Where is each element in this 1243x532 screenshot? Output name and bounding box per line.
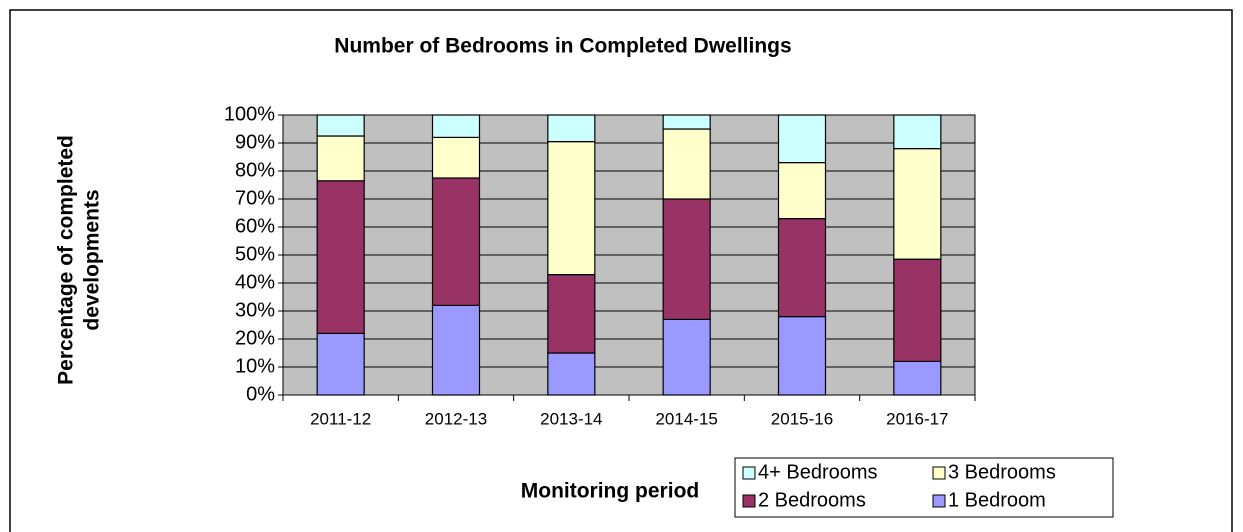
y-tick-label: 70% xyxy=(235,187,275,209)
bar-segment xyxy=(316,114,365,137)
bar-segment xyxy=(662,114,711,130)
y-tick-label: 90% xyxy=(235,131,275,153)
legend-box xyxy=(734,457,1114,518)
legend-label: 2 Bedrooms xyxy=(758,489,866,511)
x-tick-label: 2013-14 xyxy=(540,409,602,428)
y-tick-label: 40% xyxy=(235,271,275,293)
bar-segment xyxy=(431,114,481,138)
x-tick-label: 2011-12 xyxy=(310,409,371,428)
y-axis-label-line: Percentage of completed xyxy=(55,135,78,385)
bar-segment xyxy=(893,148,942,260)
bar-segment xyxy=(316,135,365,182)
x-axis-label: Monitoring period xyxy=(521,480,699,503)
bar-segment xyxy=(777,218,827,318)
y-axis-label: Percentage of completed developments xyxy=(55,135,104,385)
y-tick-label: 0% xyxy=(246,383,275,405)
bar-segment xyxy=(893,258,942,363)
bar-segment xyxy=(777,114,827,164)
bar-segment xyxy=(662,198,711,321)
x-tick-label: 2012-13 xyxy=(425,409,487,428)
y-tick-label: 60% xyxy=(235,215,275,237)
legend-swatch xyxy=(742,466,756,480)
chart-title: Number of Bedrooms in Completed Dwelling… xyxy=(334,35,791,58)
y-tick-label: 30% xyxy=(235,299,275,321)
y-axis-label-line: developments xyxy=(81,189,104,330)
bar-segment xyxy=(316,180,365,335)
bar-segment xyxy=(547,274,596,354)
legend-swatch xyxy=(742,494,756,508)
bar-segment xyxy=(431,136,481,179)
legend-swatch xyxy=(932,494,946,508)
bar-segment xyxy=(777,316,827,396)
legend-swatch xyxy=(932,466,946,480)
legend-label: 1 Bedroom xyxy=(948,489,1046,511)
bar-segment xyxy=(547,352,596,396)
bar-segment xyxy=(777,162,827,220)
bar-segment xyxy=(431,177,481,307)
bar-segment xyxy=(662,128,711,200)
bar-segment xyxy=(662,318,711,396)
y-tick-label: 20% xyxy=(235,327,275,349)
bar-segment xyxy=(893,360,942,396)
bar-segment xyxy=(316,332,365,396)
y-tick-label: 50% xyxy=(235,243,275,265)
bar-segment xyxy=(547,141,596,276)
legend-label: 3 Bedrooms xyxy=(948,461,1056,483)
x-tick-label: 2016-17 xyxy=(886,409,948,428)
bar-segment xyxy=(431,304,481,396)
bar-segment xyxy=(893,114,942,150)
x-tick-label: 2015-16 xyxy=(771,409,833,428)
y-tick-label: 10% xyxy=(235,355,275,377)
bar-segment xyxy=(547,114,596,143)
y-tick-label: 80% xyxy=(235,159,275,181)
x-tick-label: 2014-15 xyxy=(655,409,717,428)
y-tick-label: 100% xyxy=(224,103,275,125)
legend-label: 4+ Bedrooms xyxy=(758,461,878,483)
